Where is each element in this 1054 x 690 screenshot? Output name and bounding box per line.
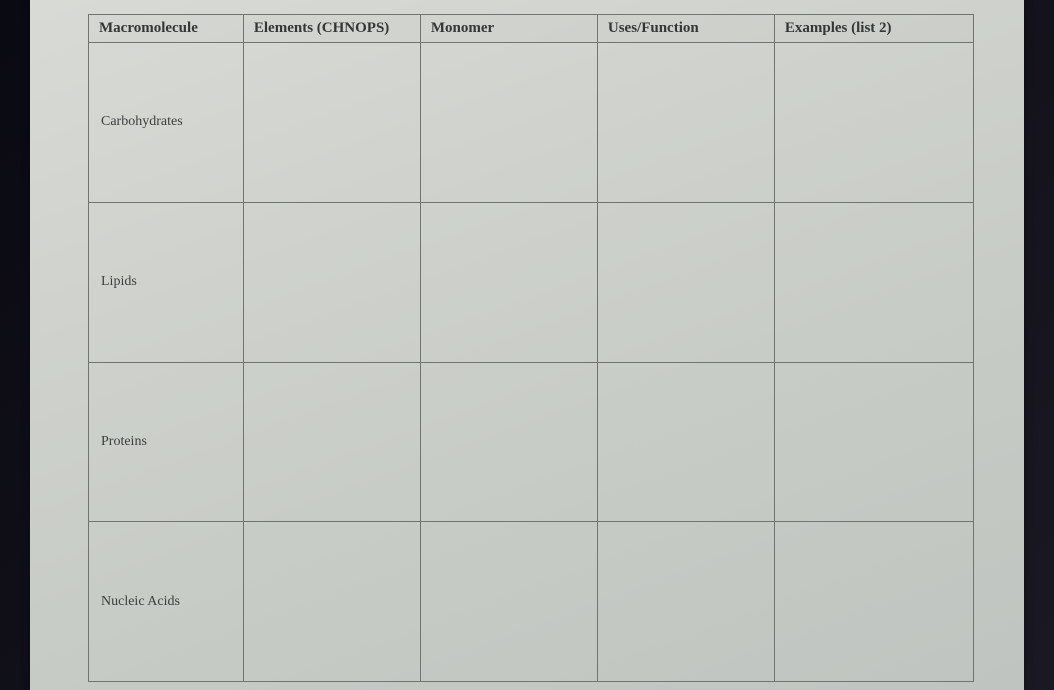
col-header-elements: Elements (CHNOPS) <box>243 15 420 43</box>
cell-proteins-examples <box>774 362 973 522</box>
row-label-lipids: Lipids <box>89 202 244 362</box>
cell-nucleic-elements <box>243 522 420 682</box>
col-header-macromolecule: Macromolecule <box>89 15 244 43</box>
cell-carbohydrates-monomer <box>420 43 597 203</box>
row-label-nucleic-acids: Nucleic Acids <box>89 522 244 682</box>
cell-proteins-elements <box>243 362 420 522</box>
table-row: Lipids <box>89 202 974 362</box>
table-row: Nucleic Acids <box>89 522 974 682</box>
cell-carbohydrates-elements <box>243 43 420 203</box>
macromolecule-table: Macromolecule Elements (CHNOPS) Monomer … <box>88 14 974 682</box>
col-header-examples: Examples (list 2) <box>774 15 973 43</box>
cell-carbohydrates-examples <box>774 43 973 203</box>
worksheet-page: Macromolecule Elements (CHNOPS) Monomer … <box>30 0 1024 690</box>
table-row: Proteins <box>89 362 974 522</box>
cell-carbohydrates-uses <box>597 43 774 203</box>
cell-lipids-monomer <box>420 202 597 362</box>
cell-lipids-uses <box>597 202 774 362</box>
row-label-proteins: Proteins <box>89 362 244 522</box>
cell-nucleic-examples <box>774 522 973 682</box>
cell-proteins-uses <box>597 362 774 522</box>
col-header-monomer: Monomer <box>420 15 597 43</box>
cell-proteins-monomer <box>420 362 597 522</box>
cell-lipids-elements <box>243 202 420 362</box>
cell-lipids-examples <box>774 202 973 362</box>
table-row: Carbohydrates <box>89 43 974 203</box>
col-header-uses: Uses/Function <box>597 15 774 43</box>
cell-nucleic-uses <box>597 522 774 682</box>
cell-nucleic-monomer <box>420 522 597 682</box>
row-label-carbohydrates: Carbohydrates <box>89 43 244 203</box>
table-header-row: Macromolecule Elements (CHNOPS) Monomer … <box>89 15 974 43</box>
